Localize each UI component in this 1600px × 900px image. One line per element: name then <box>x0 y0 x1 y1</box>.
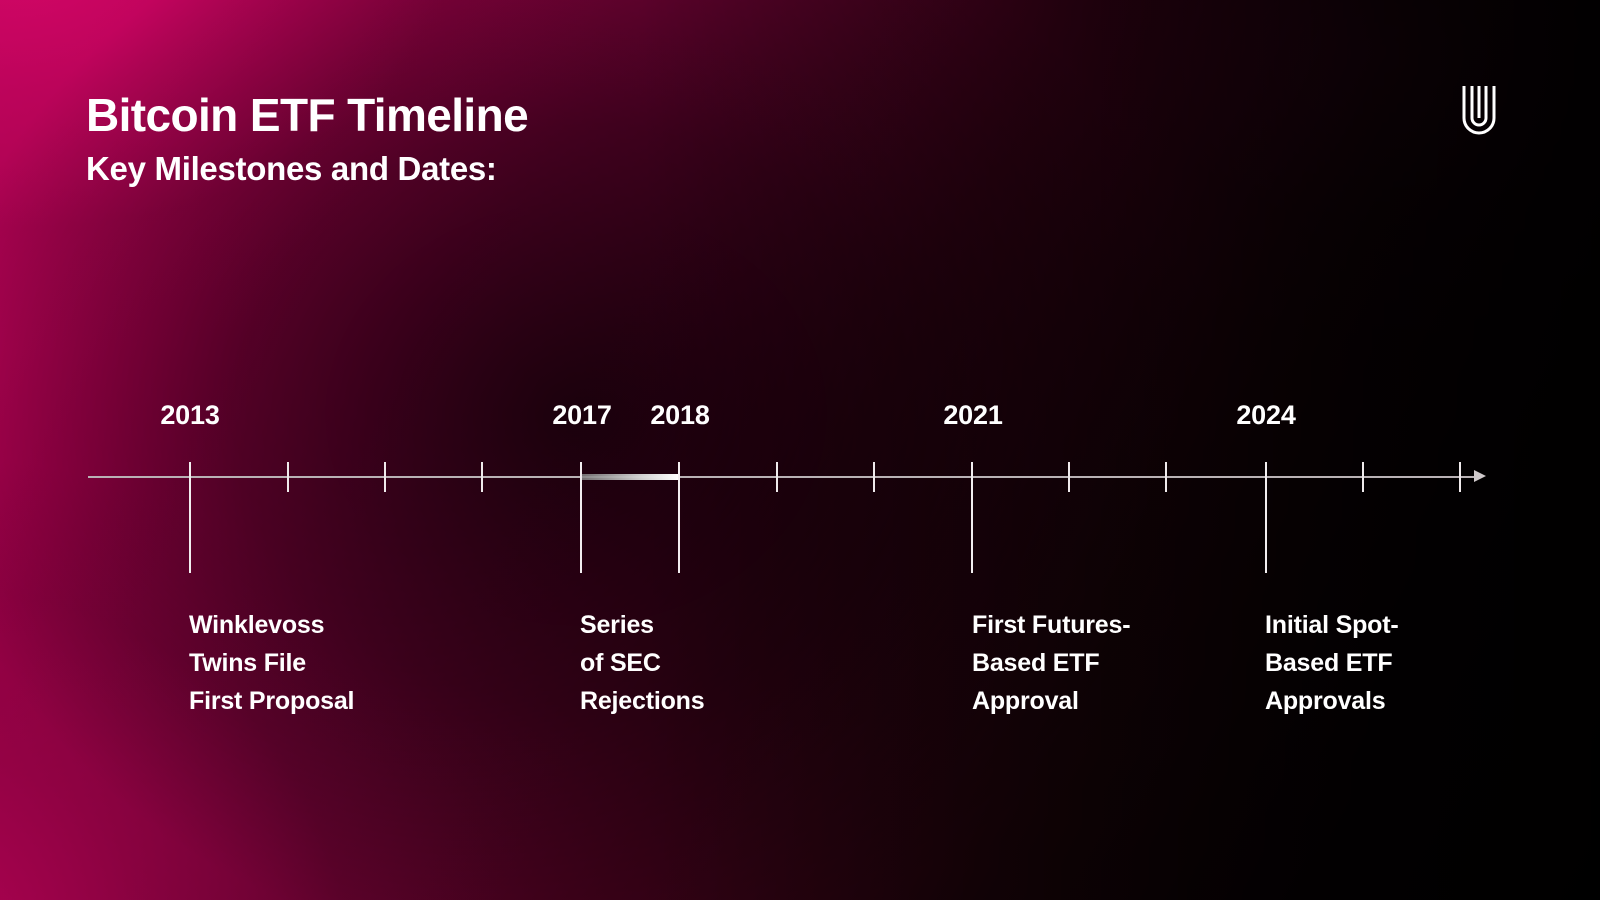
nested-u-logo-icon <box>1462 86 1496 135</box>
milestone-label-2013: Winklevoss Twins File First Proposal <box>189 611 355 715</box>
axis-tick <box>873 462 875 492</box>
milestone-marker-2018[interactable] <box>678 462 680 573</box>
milestone-marker-2024[interactable] <box>1265 462 1267 573</box>
milestone-label-2024: Initial Spot- Based ETF Approvals <box>1265 611 1399 715</box>
year-label-2017: 2017 <box>552 400 612 430</box>
year-label-2013: 2013 <box>160 400 220 430</box>
brand-logo <box>1458 82 1500 142</box>
milestone-marker-2021[interactable] <box>971 462 973 573</box>
axis-tick <box>1165 462 1167 492</box>
axis-tick <box>1459 462 1461 492</box>
milestone-label-2017: Series of SEC Rejections <box>580 611 705 715</box>
header-block: Bitcoin ETF Timeline Key Milestones and … <box>86 88 529 188</box>
milestone-marker-2017[interactable] <box>580 462 582 573</box>
timeline-arrow-icon <box>1474 470 1486 482</box>
page-subtitle: Key Milestones and Dates: <box>86 150 497 187</box>
year-label-2018: 2018 <box>650 400 710 430</box>
year-label-2021: 2021 <box>943 400 1003 430</box>
milestone-label-2021: First Futures- Based ETF Approval <box>972 611 1131 715</box>
highlighted-span-2017-2018 <box>581 474 679 480</box>
axis-tick <box>1362 462 1364 492</box>
axis-tick <box>1068 462 1070 492</box>
year-label-2024: 2024 <box>1236 400 1296 430</box>
axis-tick <box>384 462 386 492</box>
page-title: Bitcoin ETF Timeline <box>86 89 529 141</box>
milestone-marker-2013[interactable] <box>189 462 191 573</box>
axis-tick <box>481 462 483 492</box>
timeline-axis-line <box>88 476 1480 478</box>
axis-tick <box>287 462 289 492</box>
axis-tick <box>776 462 778 492</box>
